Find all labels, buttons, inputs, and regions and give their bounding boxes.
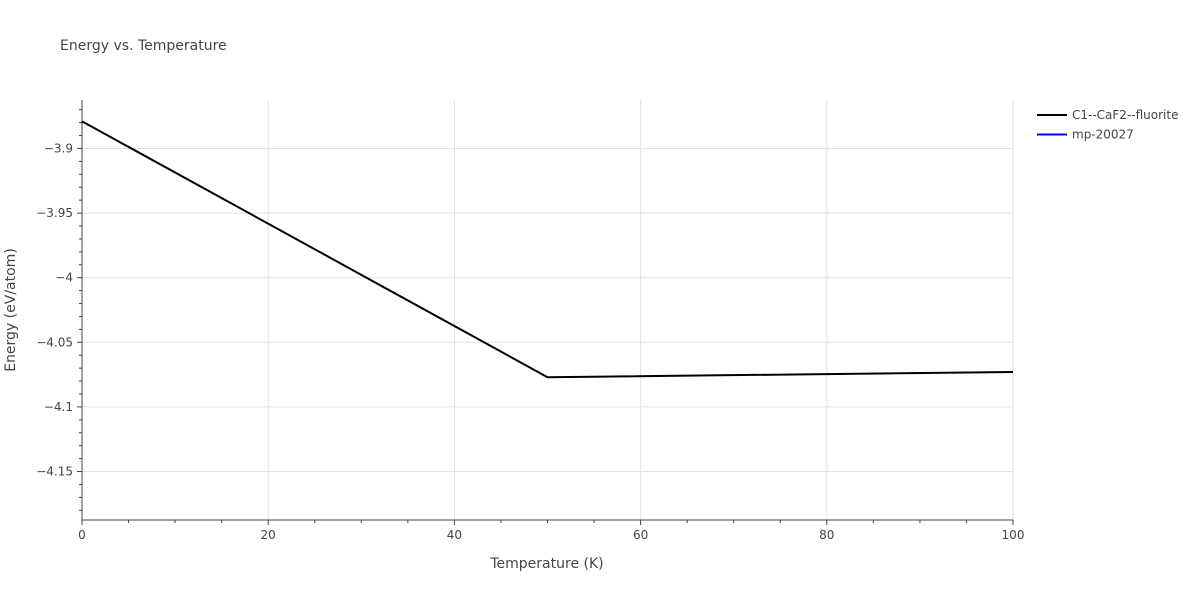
x-tick-label: 100 bbox=[1002, 528, 1025, 542]
x-tick-label: 0 bbox=[78, 528, 86, 542]
x-axis-title: Temperature (K) bbox=[489, 556, 603, 572]
x-tick-label: 40 bbox=[447, 528, 462, 542]
chart-title: Energy vs. Temperature bbox=[60, 38, 227, 54]
y-tick-label: −4.1 bbox=[44, 400, 73, 414]
y-tick-label: −4.15 bbox=[36, 465, 73, 479]
series-line bbox=[81, 120, 1014, 379]
axes: 0 20 40 60 80 100 −3.9 −3.95 −4 −4.05 −4.1 −4.15 bbox=[36, 100, 1024, 542]
y-tick-label: −4.05 bbox=[36, 335, 73, 349]
legend[interactable]: C1--CaF2--fluorite mp-20027 bbox=[1037, 108, 1178, 142]
legend-item[interactable]: C1--CaF2--fluorite bbox=[1037, 108, 1178, 122]
legend-item[interactable]: mp-20027 bbox=[1037, 128, 1134, 142]
y-tick-label: −3.9 bbox=[44, 141, 73, 155]
legend-label: mp-20027 bbox=[1072, 128, 1134, 142]
y-axis-title: Energy (eV/atom) bbox=[3, 248, 19, 372]
x-tick-label: 60 bbox=[633, 528, 648, 542]
grid bbox=[82, 100, 1014, 520]
y-tick-label: −3.95 bbox=[36, 206, 73, 220]
x-tick-label: 20 bbox=[261, 528, 276, 542]
x-tick-label: 80 bbox=[819, 528, 834, 542]
y-tick-label: −4 bbox=[55, 271, 73, 285]
plot-area bbox=[81, 120, 1014, 379]
legend-label: C1--CaF2--fluorite bbox=[1072, 108, 1178, 122]
